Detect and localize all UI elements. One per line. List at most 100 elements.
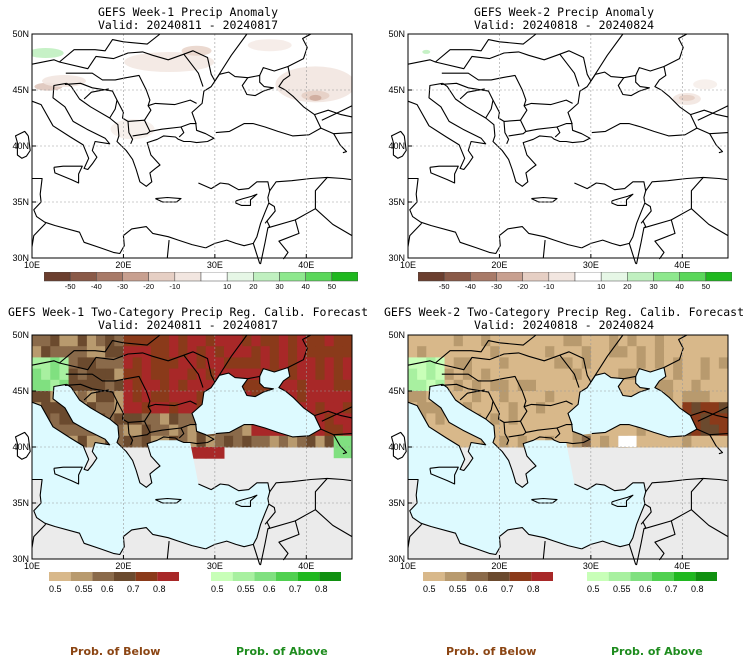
probability-cell — [324, 402, 335, 414]
probability-cell — [718, 424, 728, 437]
panel-title: GEFS Week-2 Precip Anomaly Valid: 202408… — [376, 6, 752, 32]
probability-cell — [77, 357, 88, 370]
probability-cell — [682, 368, 692, 381]
probability-cell — [86, 335, 97, 347]
probability-cell — [590, 357, 601, 370]
probability-cell — [169, 346, 179, 358]
probability-cell — [68, 346, 79, 358]
coastline — [531, 497, 558, 504]
probability-cell — [105, 402, 115, 414]
probability-cell — [96, 379, 106, 392]
colorbar-swatch — [135, 572, 158, 581]
probability-cell — [664, 435, 674, 448]
probability-cell — [554, 346, 564, 358]
probability-cell — [554, 357, 564, 370]
coastline — [198, 181, 271, 249]
probability-cell — [96, 435, 106, 448]
country-border — [459, 88, 485, 100]
lat-tick-label: 40N — [12, 141, 29, 151]
probability-cell — [297, 379, 307, 392]
probability-cell — [41, 346, 51, 358]
probability-cell — [41, 357, 51, 370]
colorbar-label: -30 — [117, 282, 128, 290]
probability-cell — [618, 357, 628, 370]
country-border — [214, 334, 248, 383]
probability-cell — [297, 368, 307, 381]
probability-cell — [278, 379, 289, 392]
probability-cell — [68, 379, 79, 392]
colorbar-label: 0.55 — [75, 584, 93, 594]
probability-cell — [536, 379, 546, 392]
probability-cell — [114, 402, 124, 414]
sea-area — [635, 367, 666, 389]
probability-cell — [490, 335, 500, 347]
probability-cell — [141, 435, 152, 448]
probability-cell — [499, 379, 510, 392]
probability-cell — [196, 435, 207, 448]
probability-cell — [444, 379, 455, 392]
above-probability-colorbar: 0.5 0.55 0.6 0.7 0.8 — [206, 572, 346, 598]
probability-cell — [691, 391, 702, 403]
probability-cell — [554, 335, 564, 347]
probability-cell — [105, 391, 115, 403]
probability-cell — [435, 335, 446, 347]
probability-cell — [526, 413, 537, 426]
probability-cell — [150, 413, 161, 426]
probability-cell — [333, 391, 344, 403]
country-border — [542, 240, 546, 259]
coastline — [390, 130, 407, 159]
country-border — [441, 373, 573, 408]
colorbar-swatch — [608, 572, 631, 581]
lon-tick-label: 40E — [674, 260, 690, 268]
probability-cell — [150, 357, 161, 370]
probability-cell — [59, 402, 70, 414]
colorbar-label: 50 — [702, 282, 710, 290]
coastline — [241, 75, 274, 97]
sea-area — [53, 384, 119, 445]
probability-cell — [508, 402, 519, 414]
probability-cell — [333, 413, 344, 426]
country-border — [440, 383, 494, 420]
probability-cell — [718, 357, 728, 370]
probability-cell — [306, 346, 316, 358]
sea-area — [259, 367, 290, 389]
probability-cell — [499, 357, 510, 370]
lat-tick-label: 30N — [388, 253, 405, 263]
country-border — [671, 478, 704, 522]
coastline — [198, 482, 271, 550]
panel-title-line1: GEFS Week-2 Two-Category Precip Reg. Cal… — [383, 305, 745, 319]
probability-cell — [664, 368, 674, 381]
probability-cell — [526, 402, 537, 414]
probability-cell — [700, 379, 711, 392]
probability-cell — [96, 346, 106, 358]
probability-cell — [306, 335, 316, 347]
country-border — [264, 202, 276, 224]
probability-cell — [123, 335, 134, 347]
lon-tick-label: 20E — [491, 561, 507, 569]
probability-cell — [224, 357, 234, 370]
colorbar-swatch — [305, 271, 333, 282]
probability-cell — [205, 346, 216, 358]
probability-cell — [196, 379, 207, 392]
panel-title-line2: Valid: 20240818 - 20240824 — [473, 318, 654, 332]
probability-cell — [590, 335, 601, 347]
probability-cell — [627, 424, 638, 437]
probability-cell — [123, 413, 134, 426]
colorbar-swatch — [443, 271, 471, 282]
country-border — [267, 520, 300, 561]
probability-cell — [59, 368, 70, 381]
probability-cell — [682, 346, 692, 358]
coastline — [407, 383, 487, 472]
probability-cell — [160, 424, 170, 437]
probability-cell — [517, 335, 528, 347]
probability-cell — [187, 435, 198, 448]
probability-cell — [490, 357, 500, 370]
probability-cell — [288, 335, 298, 347]
probability-cell — [563, 368, 574, 381]
probability-cell — [426, 402, 436, 414]
probability-cell — [96, 357, 106, 370]
probability-cell — [572, 357, 583, 370]
probability-cell — [77, 435, 88, 448]
probability-cell — [41, 368, 51, 381]
lon-tick-label: 10E — [24, 561, 40, 569]
